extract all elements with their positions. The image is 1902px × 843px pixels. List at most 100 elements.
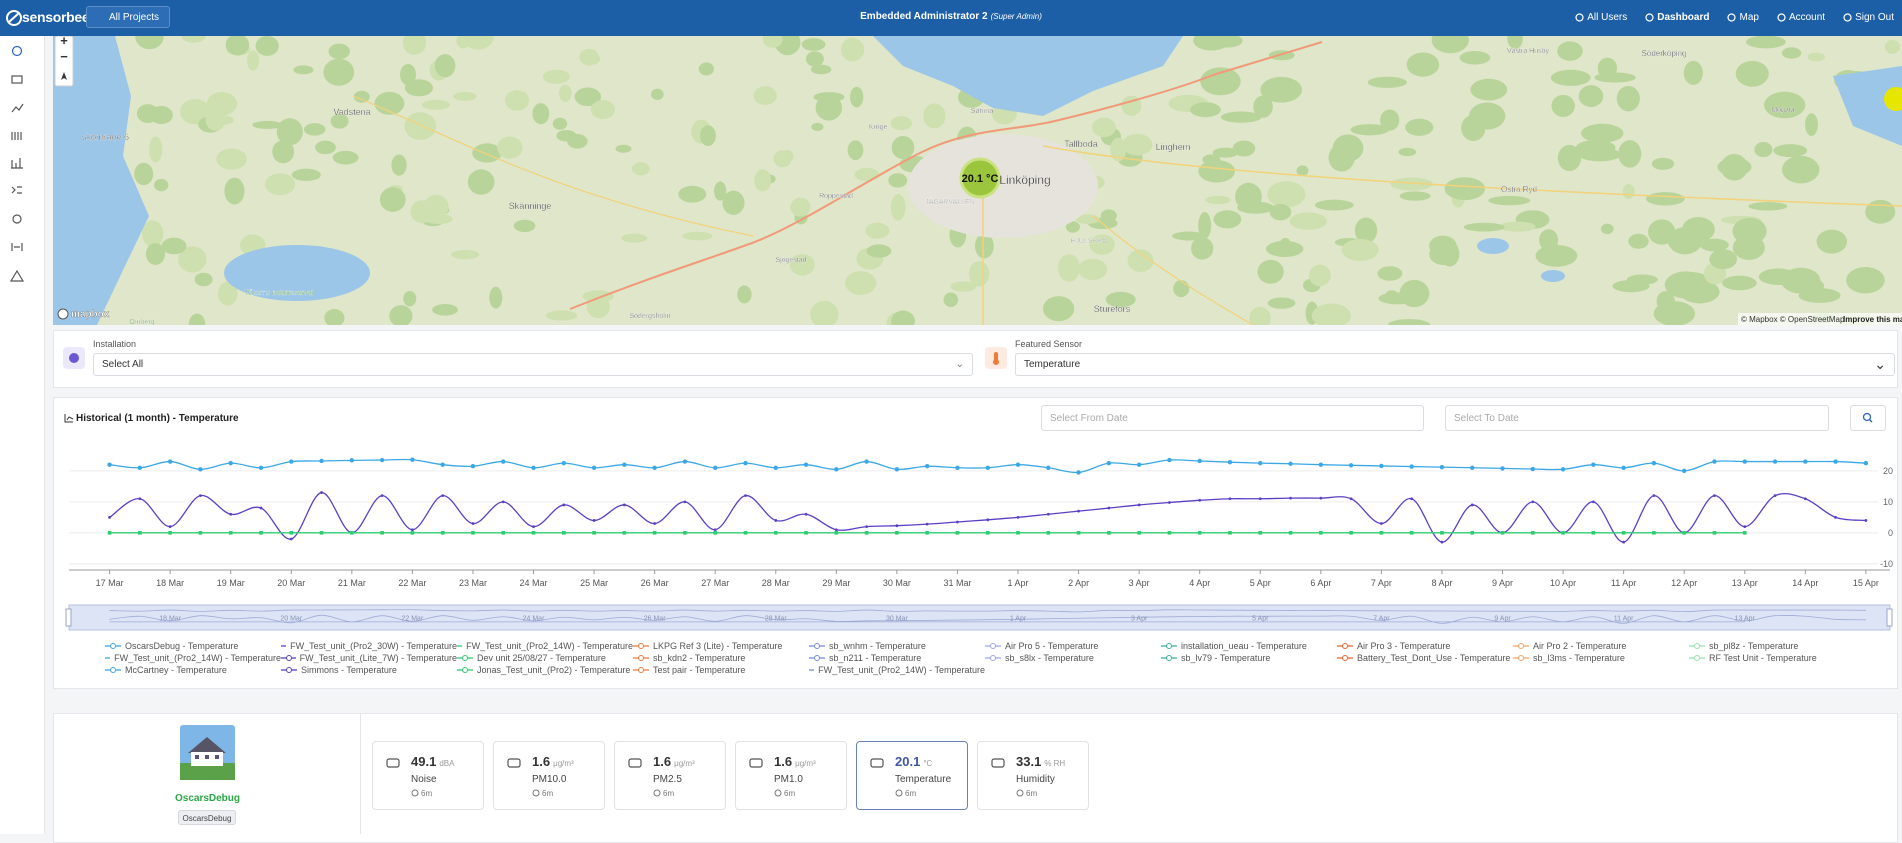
forest	[542, 69, 570, 84]
forest	[1626, 274, 1658, 285]
legend-item[interactable]: sb_n211 - Temperature	[809, 653, 985, 663]
point	[1833, 459, 1838, 464]
legend-item[interactable]: Air Pro 3 - Temperature	[1337, 641, 1513, 651]
reading-tile[interactable]: 33.1% RH Humidity 6m	[977, 741, 1089, 810]
forest	[134, 162, 154, 186]
forest	[145, 242, 166, 265]
legend-item[interactable]: sb_lv79 - Temperature	[1161, 653, 1337, 663]
compass[interactable]	[61, 72, 67, 80]
legend-swatch-dot	[1694, 643, 1700, 649]
place-label: Tåkerns naturreservat	[245, 289, 314, 297]
legend-item[interactable]: sb_l3ms - Temperature	[1513, 653, 1689, 663]
legend-item[interactable]: Dev unit 25/08/27 - Temperature	[457, 653, 633, 663]
forest	[1865, 199, 1896, 224]
legend-item[interactable]: FW_Test_unit_(Pro2_14W) - Temperature	[809, 665, 985, 675]
forest	[811, 122, 824, 131]
map-widget[interactable]	[1884, 87, 1902, 111]
forest	[1387, 319, 1431, 325]
legend-item[interactable]: LKPG Ref 3 (Lite) - Temperature	[633, 641, 809, 651]
reading-tile[interactable]: 20.1 °C Temperature 6m	[856, 741, 968, 810]
nav-link[interactable]: Account	[1777, 12, 1825, 23]
legend-item[interactable]: sb_pl8z - Temperature	[1689, 641, 1865, 651]
reading-tile[interactable]: 1.6 μg/m³ PM1.0 6m	[735, 741, 847, 810]
forest	[1651, 157, 1675, 170]
zoom-handle[interactable]	[1886, 608, 1893, 627]
improve-map[interactable]: Improve this map	[1843, 315, 1902, 324]
forest	[276, 118, 303, 146]
point	[138, 531, 142, 535]
nav-icon-sensors[interactable]	[11, 243, 23, 251]
point	[471, 522, 475, 525]
point	[895, 524, 899, 528]
nav-link[interactable]: Dashboard	[1645, 12, 1709, 23]
point	[834, 531, 839, 535]
point	[986, 518, 990, 522]
place-label: Västra Husby	[1507, 48, 1550, 55]
legend-item[interactable]: FW_Test_unit_(Pro2_14W) - Temperature	[457, 641, 633, 651]
reading-icon-shape	[507, 758, 521, 768]
legend-item[interactable]: Test pair - Temperature	[633, 665, 809, 675]
point	[1228, 497, 1232, 501]
legend-item[interactable]: Battery_Test_Dont_Use - Temperature	[1337, 653, 1513, 663]
legend-item[interactable]: Simmons - Temperature	[281, 665, 457, 675]
sensor-marker[interactable]	[959, 157, 1001, 199]
reading-tile[interactable]: 49.1 dBA Noise 6m	[372, 741, 484, 810]
x-tick-label: 21 Mar	[338, 578, 366, 588]
legend-item[interactable]: sb_kdn2 - Temperature	[633, 653, 809, 663]
x-tick-label: 22 Mar	[398, 578, 426, 588]
x-tick-label: 24 Mar	[520, 578, 548, 588]
legend-item[interactable]: Air Pro 2 - Temperature	[1513, 641, 1689, 651]
point	[985, 531, 990, 535]
forest	[1172, 231, 1205, 241]
legend-swatch	[105, 643, 121, 649]
map[interactable]: Linköping Vadstena Skänninge Tallboda Linghe…	[53, 36, 1902, 325]
nav-icon-dashboard[interactable]	[11, 45, 23, 57]
nav-link[interactable]: Sign Out	[1843, 12, 1894, 23]
legend-item[interactable]: FW_Test_unit_(Lite_7W) - Temperature	[281, 653, 457, 663]
point	[1712, 459, 1717, 464]
forest	[1722, 275, 1757, 291]
legend-item[interactable]: Jonas_Test_unit_(Pro2) - Temperature	[457, 665, 633, 675]
legend-item[interactable]: sb_wnhm - Temperature	[809, 641, 985, 651]
nav-icon-reports[interactable]	[11, 158, 23, 169]
nav-link[interactable]: Map	[1727, 12, 1759, 23]
legend-item[interactable]: OscarsDebug - Temperature	[105, 641, 281, 651]
nav-link-icon	[1777, 13, 1786, 22]
legend-item[interactable]: sb_s8lx - Temperature	[985, 653, 1161, 663]
nav-link[interactable]: All Users	[1575, 12, 1627, 23]
sensor-select[interactable]: Temperature ⌄	[1015, 353, 1895, 376]
nav-icon-list[interactable]	[11, 186, 22, 194]
zoom-out[interactable]: −	[60, 49, 68, 64]
to-date[interactable]: Select To Date	[1445, 405, 1829, 431]
legend-swatch-dot	[1166, 655, 1172, 661]
search-button[interactable]	[1850, 405, 1886, 431]
legend-item[interactable]: installation_ueau - Temperature	[1161, 641, 1337, 651]
legend-item[interactable]: Air Pro 5 - Temperature	[985, 641, 1161, 651]
nav-icon-bars[interactable]	[11, 132, 22, 140]
legend-item[interactable]: FW_Test_unit_(Pro2_14W) - Temperature	[105, 653, 281, 663]
from-date[interactable]: Select From Date	[1041, 405, 1424, 431]
forest	[504, 90, 530, 111]
forest	[315, 140, 336, 155]
reading-tile[interactable]: 1.6 μg/m³ PM10.0 6m	[493, 741, 605, 810]
nav-icon-devices[interactable]	[11, 75, 23, 84]
nav-icon-settings[interactable]	[12, 214, 22, 224]
forest	[135, 36, 164, 50]
forest	[1781, 155, 1820, 184]
zoom-handle[interactable]	[65, 608, 72, 627]
nav-icon-trends[interactable]	[11, 103, 24, 113]
forest	[1127, 249, 1154, 273]
forest	[216, 148, 247, 170]
legend-text: FW_Test_unit_(Pro2_14W) - Temperature	[114, 653, 281, 663]
legend-item[interactable]: RF Test Unit - Temperature	[1689, 653, 1865, 663]
reading-tile[interactable]: 1.6 μg/m³ PM2.5 6m	[614, 741, 726, 810]
legend-item[interactable]: McCartney - Temperature	[105, 665, 281, 675]
forest	[434, 54, 456, 78]
legend-item[interactable]: FW_Test_unit_(Pro2_30W) - Temperature	[281, 641, 457, 651]
zoom-in[interactable]: +	[60, 36, 68, 48]
point	[471, 531, 475, 535]
installation-select[interactable]: Select All ⌄	[93, 353, 973, 376]
nav-icon-alerts[interactable]	[9, 269, 25, 282]
forest	[1551, 94, 1575, 118]
forest	[489, 286, 503, 309]
